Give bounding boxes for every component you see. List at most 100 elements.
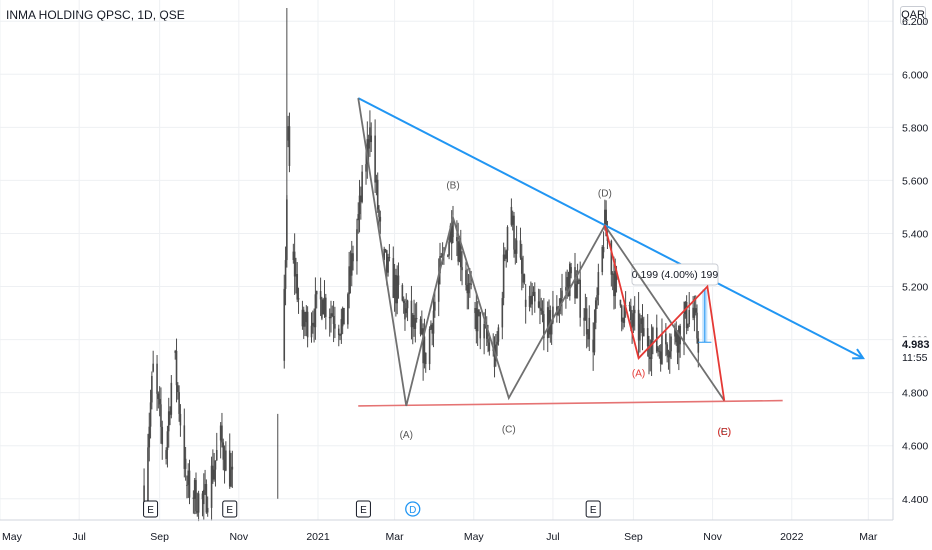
candle-body	[284, 260, 287, 289]
candle-body	[605, 209, 607, 237]
candle-body	[221, 425, 223, 443]
candle	[524, 283, 527, 324]
candle-body	[488, 342, 491, 352]
candle	[193, 477, 196, 515]
candle	[287, 115, 289, 148]
candle-body	[574, 267, 576, 299]
candle-body	[457, 241, 459, 262]
candle-body	[356, 229, 358, 262]
candle	[592, 322, 594, 371]
earnings-marker-box	[143, 500, 159, 518]
candle-body	[439, 256, 441, 274]
candle	[313, 308, 315, 343]
wave-label-black: (D)	[598, 188, 612, 199]
candle	[396, 265, 398, 315]
candle-body	[147, 447, 149, 505]
candle	[223, 445, 226, 484]
candle-body	[543, 314, 545, 339]
candle-body	[440, 256, 443, 258]
candle-body	[197, 493, 200, 513]
candle	[323, 280, 326, 318]
candle	[597, 263, 600, 306]
candle-body	[324, 297, 327, 317]
candle	[393, 263, 396, 312]
wave-label-black: (A)	[400, 430, 413, 441]
candle-body	[692, 307, 694, 318]
candle-body	[588, 317, 591, 340]
candle-body	[593, 322, 596, 353]
candle-body	[550, 322, 553, 335]
candle	[596, 287, 598, 309]
candle-body	[592, 339, 594, 353]
candle-body	[483, 323, 485, 339]
candle-body	[437, 276, 440, 302]
earnings-marker-box	[355, 500, 371, 518]
candle-body	[231, 466, 234, 470]
candle-body	[184, 458, 187, 469]
candle-body	[584, 308, 587, 321]
candle	[411, 313, 414, 345]
candle	[667, 349, 670, 370]
candle-body	[379, 216, 382, 222]
candle	[328, 308, 331, 337]
candle	[658, 344, 661, 359]
candle	[685, 295, 688, 335]
candle-body	[424, 352, 427, 365]
wave-label-red: (A)	[632, 369, 645, 380]
candle	[578, 278, 580, 285]
candle	[561, 273, 563, 316]
candle-body	[315, 291, 318, 295]
candle-body	[156, 363, 158, 394]
candle	[178, 385, 180, 422]
candle-body	[295, 274, 297, 277]
candle-body	[423, 336, 426, 364]
candle	[187, 463, 190, 499]
price-tick-label: 4.400	[902, 494, 928, 506]
candle	[177, 382, 179, 400]
candle	[632, 305, 635, 333]
candle-body	[170, 382, 173, 415]
candle	[357, 202, 360, 234]
last-price-value: 4.983	[902, 339, 930, 351]
candle	[334, 306, 336, 339]
candle	[548, 299, 550, 338]
candle-body	[569, 263, 571, 297]
candle	[459, 229, 462, 282]
candle	[175, 338, 178, 403]
candle-body	[312, 322, 314, 326]
candle	[539, 289, 541, 325]
candle-body	[413, 315, 415, 329]
grid	[0, 0, 893, 520]
candle-body	[533, 291, 536, 302]
currency-button[interactable]: QAR	[900, 6, 926, 25]
candle	[456, 220, 458, 257]
candle-body	[583, 317, 585, 321]
event-marker-E: E	[143, 500, 159, 518]
candle	[505, 249, 508, 268]
candle-body	[628, 305, 631, 307]
candle	[283, 274, 286, 369]
candle-body	[497, 327, 500, 342]
candle	[202, 473, 205, 521]
candle-body	[160, 404, 162, 427]
candle	[622, 317, 624, 330]
candle	[186, 475, 188, 499]
candle	[515, 225, 518, 263]
candle-body	[641, 318, 644, 337]
candle	[410, 285, 413, 340]
candle	[204, 469, 206, 495]
candle-body	[539, 307, 541, 309]
candle-body	[215, 450, 218, 461]
candle	[431, 322, 434, 346]
candle-body	[205, 484, 208, 513]
candle	[437, 258, 440, 317]
candle	[195, 472, 197, 515]
candle-body	[666, 344, 668, 355]
candle-body	[321, 299, 323, 319]
candle	[457, 222, 459, 266]
candle-body	[213, 469, 215, 480]
candle-body	[222, 442, 225, 460]
earnings-marker-label: E	[147, 505, 154, 516]
